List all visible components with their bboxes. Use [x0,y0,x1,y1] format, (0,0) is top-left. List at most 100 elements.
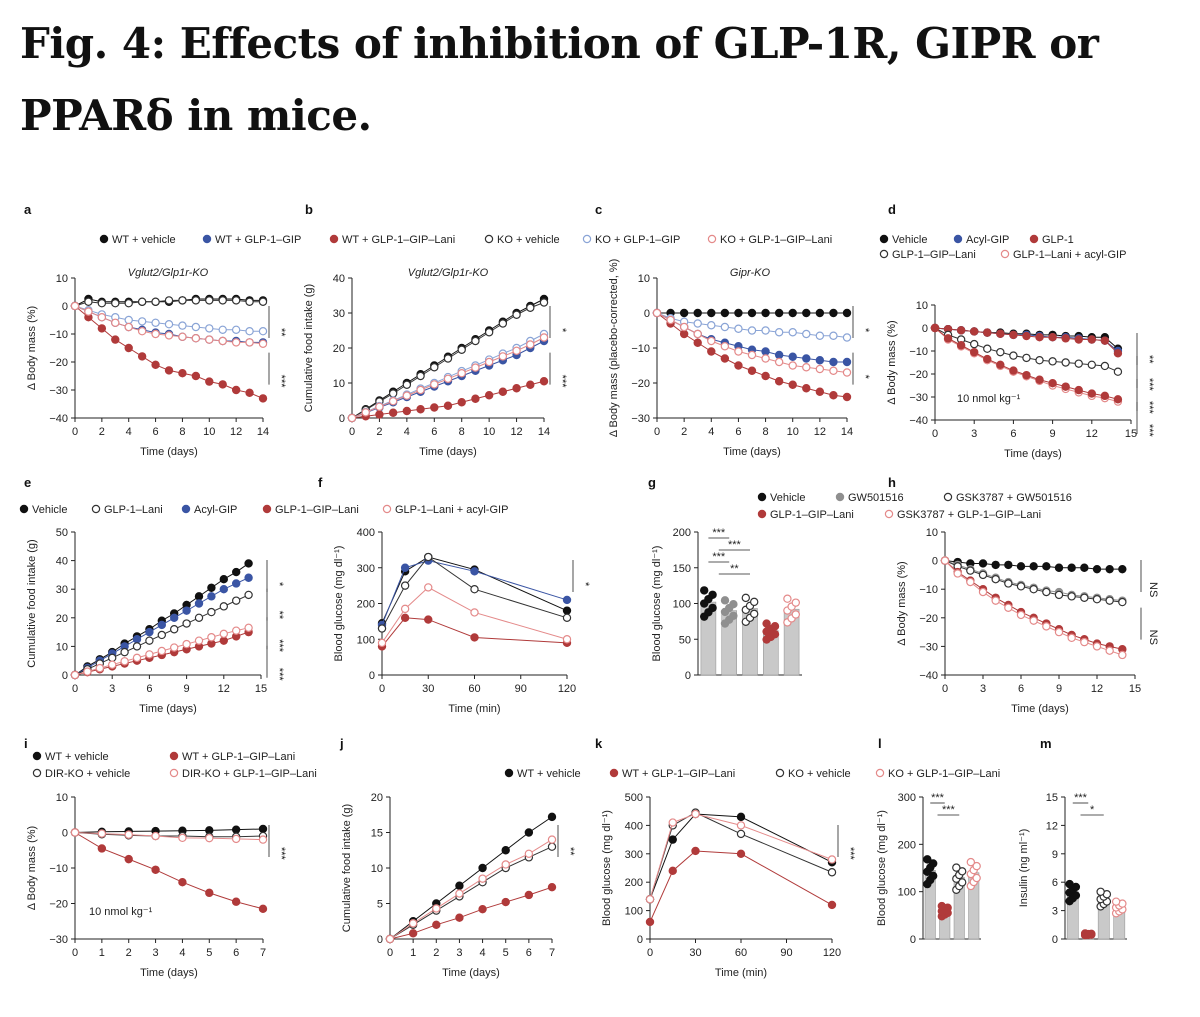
data-point [761,347,770,356]
data-point [1074,335,1083,344]
data-point [1080,563,1089,572]
data-point [124,322,133,332]
data-point [416,371,425,381]
data-point [245,388,254,397]
data-point [178,332,187,341]
legend-label: KO + vehicle [497,234,560,246]
data-point [470,633,479,642]
y-axis-label: Blood glucose (mg dl⁻¹) [651,546,663,662]
x-tick-label: 9 [1056,683,1062,695]
y-tick-label: 0 [932,556,938,568]
y-tick-label: 15 [371,828,383,840]
data-point [231,579,241,588]
data-point [375,410,384,419]
x-tick-label: 0 [387,947,393,959]
x-tick-label: 2 [126,947,132,959]
y-tick-label: 150 [673,563,691,575]
data-point [347,413,357,423]
data-point [1042,622,1051,631]
data-point [443,401,453,410]
x-tick-label: 12 [1086,428,1098,440]
data-point [966,566,975,575]
legend-label: WT + GLP-1–GIP–Lani [182,751,295,763]
legend-label: GLP-1–GIP–Lani [892,249,976,261]
x-tick-label: 7 [549,947,555,959]
data-point [205,888,214,898]
y-tick-label: 9 [1052,849,1058,861]
data-point [432,904,441,913]
data-point [484,357,494,367]
x-tick-label: 14 [841,426,853,438]
panel-d: d 0 3 6 9 12 15 Time (days) 10 0 −10 −20 −30 −40 Δ Bod… [886,202,1155,460]
legend-marker [32,751,42,761]
data-point [245,338,254,347]
legend-marker [757,492,767,502]
data-point [970,339,979,349]
y-tick-label: 100 [898,887,916,899]
data-point [770,622,780,631]
legend-marker [329,234,339,244]
y-tick-label: −30 [919,641,938,653]
x-tick-label: 12 [814,426,826,438]
data-point [539,333,549,342]
panel-subtitle: Vglut2/Glp1r-KO [128,267,209,279]
y-tick-label: 0 [339,413,345,425]
panel-label: b [305,202,313,217]
data-point [388,389,398,398]
x-tick-label: 0 [72,947,78,959]
significance-label: *** [1143,401,1155,415]
dose-note: 10 nmol kg⁻¹ [957,393,1021,405]
panel-label: j [339,736,344,751]
data-point [1080,929,1090,938]
x-tick-label: 12 [510,426,522,438]
legend-label: Acyl-GIP [966,234,1009,246]
data-point [1080,637,1089,647]
legend-marker [953,234,963,244]
data-point [720,596,730,605]
data-point [1105,564,1114,574]
data-point [97,299,107,308]
x-tick-label: 15 [1129,683,1141,695]
panel-subtitle: Vglut2/Glp1r-KO [408,267,489,279]
data-point [1035,356,1044,365]
data-point [244,573,253,582]
x-tick-label: 14 [257,426,269,438]
data-point [219,602,228,611]
data-point [708,603,717,613]
legend-marker [99,234,109,244]
significance-label: ** [564,847,576,856]
x-axis-label: Time (days) [1011,703,1069,715]
panel-e: e 0 3 6 9 12 15 Time (days) 50 40 30 20 10 0 Cumulativ… [24,475,285,715]
data-point [668,866,677,876]
data-point [124,343,133,353]
data-point [693,308,702,318]
data-point [928,871,938,881]
legend-marker [835,492,845,502]
data-point [231,834,241,844]
x-tick-label: 3 [980,683,986,695]
data-point [761,354,770,363]
data-point [524,849,534,859]
data-point [1048,333,1057,342]
x-tick-label: 8 [179,426,185,438]
x-axis-label: Time (days) [1004,448,1062,460]
data-point [205,335,214,344]
data-point [930,323,940,333]
data-point [145,650,154,659]
data-point [707,321,716,330]
data-point [377,624,387,633]
data-point [734,361,743,370]
data-point [258,835,268,844]
data-point [83,667,92,676]
data-point [1029,562,1038,571]
legend-marker [202,234,212,244]
data-point [258,297,268,306]
x-axis-label: Time (days) [140,967,198,979]
data-point [95,663,105,673]
data-point [761,308,770,318]
data-point [774,377,784,386]
data-point [720,322,730,332]
data-point [205,324,214,333]
x-tick-label: 15 [255,683,267,695]
data-point [720,308,730,318]
